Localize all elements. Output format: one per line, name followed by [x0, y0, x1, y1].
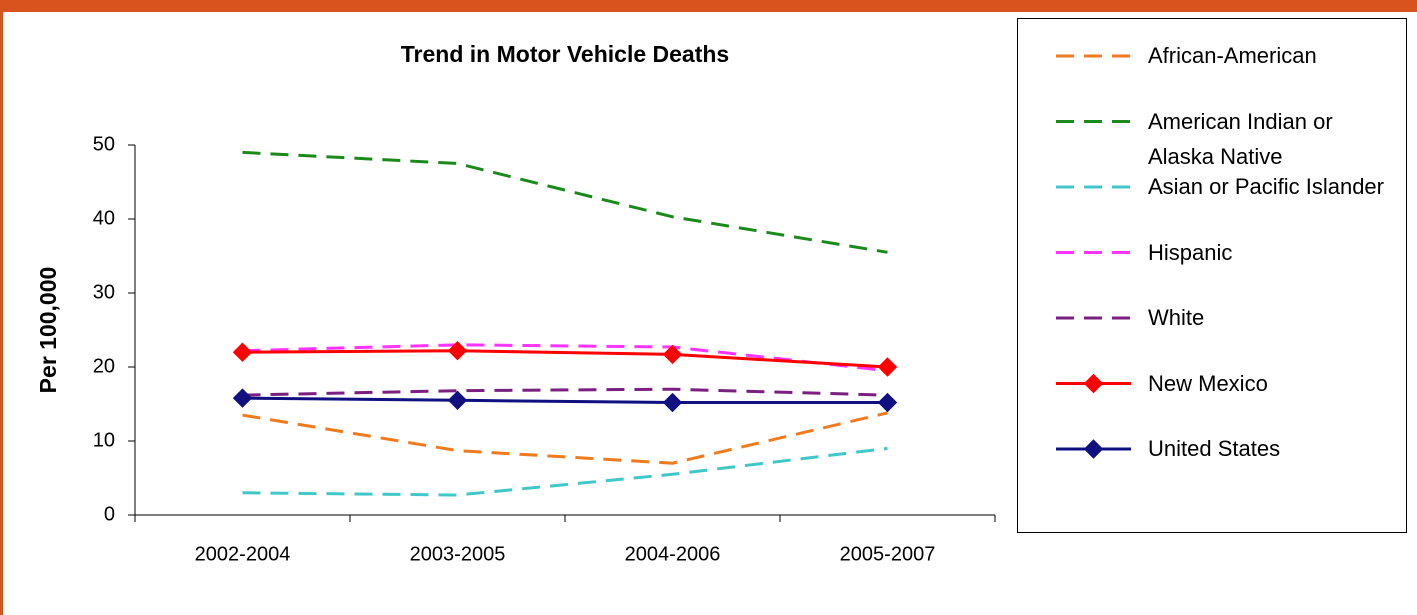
legend-label: New Mexico	[1148, 370, 1268, 396]
marker	[877, 392, 898, 413]
legend: African-American American Indian or Alask…	[1017, 18, 1407, 533]
y-tick-label: 20	[93, 355, 115, 377]
chart: Trend in Motor Vehicle Deaths Per 100,00…	[35, 41, 996, 565]
legend-swatches	[1056, 54, 1131, 459]
x-tick-label: 2003-2005	[410, 543, 506, 565]
series-line	[242, 349, 888, 369]
legend-label: United States	[1148, 436, 1281, 461]
marker	[447, 390, 468, 411]
series-line	[242, 446, 888, 497]
chart-title: Trend in Motor Vehicle Deaths	[401, 41, 729, 67]
legend-label: Hispanic	[1148, 239, 1233, 265]
y-tick-label: 10	[93, 429, 115, 451]
series-line	[242, 411, 888, 465]
y-axis-label: Per 100,000	[35, 267, 61, 394]
series-line	[242, 343, 888, 373]
x-tick-label: 2005-2007	[840, 543, 936, 565]
y-tick-label: 0	[104, 503, 115, 525]
legend-label: Asian or Pacific Islander	[1148, 174, 1384, 199]
marker	[447, 341, 468, 361]
marker	[877, 357, 898, 377]
legend-label: American Indian or Alaska Native	[1148, 108, 1333, 169]
legend-label: White	[1148, 305, 1205, 330]
x-tick-label: 2004-2006	[625, 543, 721, 565]
series-line	[242, 150, 888, 254]
marker	[232, 388, 253, 408]
marker	[1083, 373, 1104, 394]
y-tick-label: 30	[93, 281, 115, 303]
legend-label: African-American	[1148, 43, 1317, 68]
y-tick-label: 50	[93, 133, 115, 155]
series-line	[242, 396, 888, 405]
marker	[1083, 439, 1104, 459]
x-tick-label: 2002-2004	[195, 543, 291, 565]
marker	[232, 342, 253, 362]
y-tick-label: 40	[93, 207, 115, 229]
marker	[662, 344, 683, 365]
series-line	[242, 387, 888, 397]
marker	[662, 392, 683, 413]
